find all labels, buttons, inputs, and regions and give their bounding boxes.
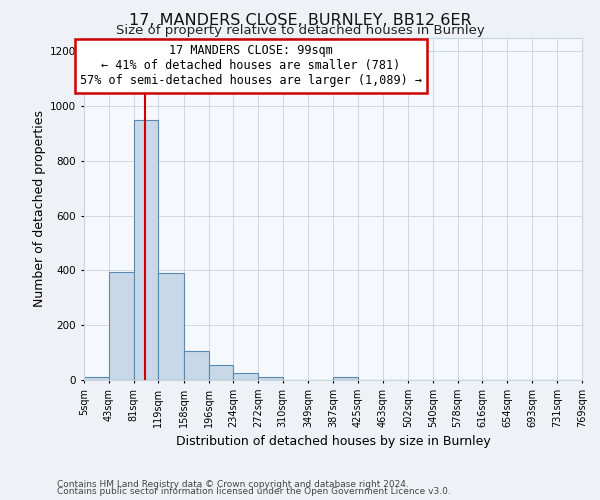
Text: Contains public sector information licensed under the Open Government Licence v3: Contains public sector information licen… [57, 487, 451, 496]
Y-axis label: Number of detached properties: Number of detached properties [33, 110, 46, 307]
Bar [258, 378, 283, 380]
Text: Contains HM Land Registry data © Crown copyright and database right 2024.: Contains HM Land Registry data © Crown c… [57, 480, 409, 489]
Bar [84, 378, 109, 380]
Text: Size of property relative to detached houses in Burnley: Size of property relative to detached ho… [116, 24, 484, 37]
X-axis label: Distribution of detached houses by size in Burnley: Distribution of detached houses by size … [176, 436, 490, 448]
Bar [184, 351, 209, 380]
Bar [158, 273, 184, 380]
Bar [209, 365, 233, 380]
Text: 17 MANDERS CLOSE: 99sqm
← 41% of detached houses are smaller (781)
57% of semi-d: 17 MANDERS CLOSE: 99sqm ← 41% of detache… [80, 44, 422, 88]
Bar [233, 373, 258, 380]
Text: 17, MANDERS CLOSE, BURNLEY, BB12 6ER: 17, MANDERS CLOSE, BURNLEY, BB12 6ER [128, 13, 472, 28]
Bar [333, 378, 358, 380]
Bar [134, 120, 158, 380]
Bar [109, 272, 134, 380]
